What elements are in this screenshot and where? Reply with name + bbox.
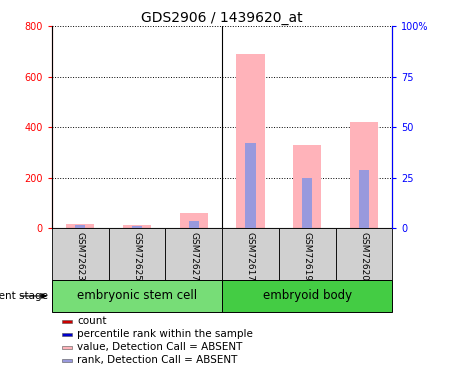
Text: count: count [78, 316, 107, 326]
Text: GSM72620: GSM72620 [359, 232, 368, 281]
Bar [62, 320, 72, 322]
Bar [132, 226, 142, 228]
Text: GSM72617: GSM72617 [246, 232, 255, 282]
Text: embryoid body: embryoid body [262, 290, 352, 303]
Bar [179, 213, 208, 228]
Text: GSM72619: GSM72619 [303, 232, 312, 282]
Bar [336, 228, 392, 280]
Bar [52, 280, 222, 312]
Bar [62, 333, 72, 336]
Bar [222, 228, 279, 280]
Bar [75, 225, 85, 228]
Text: embryonic stem cell: embryonic stem cell [77, 290, 197, 303]
Bar [350, 122, 378, 228]
Bar [222, 280, 392, 312]
Bar [62, 359, 72, 362]
Text: GSM72623: GSM72623 [76, 232, 85, 281]
Bar [293, 145, 322, 228]
Bar [62, 346, 72, 349]
Text: GSM72625: GSM72625 [133, 232, 142, 281]
Title: GDS2906 / 1439620_at: GDS2906 / 1439620_at [141, 11, 303, 25]
Bar [245, 143, 256, 228]
Bar [66, 224, 94, 228]
Bar [52, 228, 109, 280]
Bar [109, 228, 166, 280]
Bar [302, 178, 313, 228]
Text: development stage: development stage [0, 291, 48, 301]
Bar [189, 221, 199, 228]
Bar [123, 225, 151, 228]
Text: value, Detection Call = ABSENT: value, Detection Call = ABSENT [78, 342, 243, 352]
Bar [359, 170, 369, 228]
Text: GSM72627: GSM72627 [189, 232, 198, 281]
Bar [279, 228, 336, 280]
Text: rank, Detection Call = ABSENT: rank, Detection Call = ABSENT [78, 355, 238, 365]
Bar [236, 54, 265, 228]
Bar [166, 228, 222, 280]
Text: percentile rank within the sample: percentile rank within the sample [78, 329, 253, 339]
